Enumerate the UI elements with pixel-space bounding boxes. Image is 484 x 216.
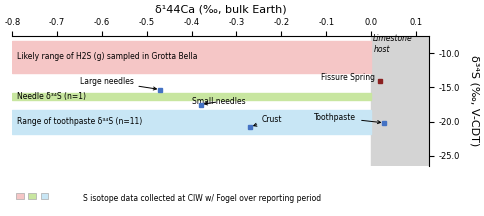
Bar: [12, 110, 371, 134]
Text: S isotope data collected at CIW w/ Fogel over reporting period: S isotope data collected at CIW w/ Fogel…: [83, 194, 321, 203]
Text: Toothpaste: Toothpaste: [314, 113, 380, 124]
Legend: , , : , ,: [16, 192, 50, 201]
Text: Crust: Crust: [254, 115, 283, 126]
Bar: [12, 93, 371, 100]
Text: Small needles: Small needles: [192, 97, 245, 106]
X-axis label: δ¹44Ca (‰, bulk Earth): δ¹44Ca (‰, bulk Earth): [155, 4, 287, 14]
Bar: [371, 37, 429, 166]
Text: Likely range of H2S (g) sampled in Grotta Bella: Likely range of H2S (g) sampled in Grott…: [17, 52, 197, 61]
Y-axis label: δ³⁴S (‰, V-CDT): δ³⁴S (‰, V-CDT): [470, 56, 480, 147]
Bar: [12, 41, 371, 73]
Text: Needle δ³⁴S (n=1): Needle δ³⁴S (n=1): [17, 92, 86, 101]
Text: Range of toothpaste δ³⁴S (n=11): Range of toothpaste δ³⁴S (n=11): [17, 117, 142, 126]
Text: Fissure Spring: Fissure Spring: [321, 73, 376, 82]
Text: Large needles: Large needles: [79, 77, 156, 90]
Text: Limestone
host: Limestone host: [373, 34, 413, 54]
